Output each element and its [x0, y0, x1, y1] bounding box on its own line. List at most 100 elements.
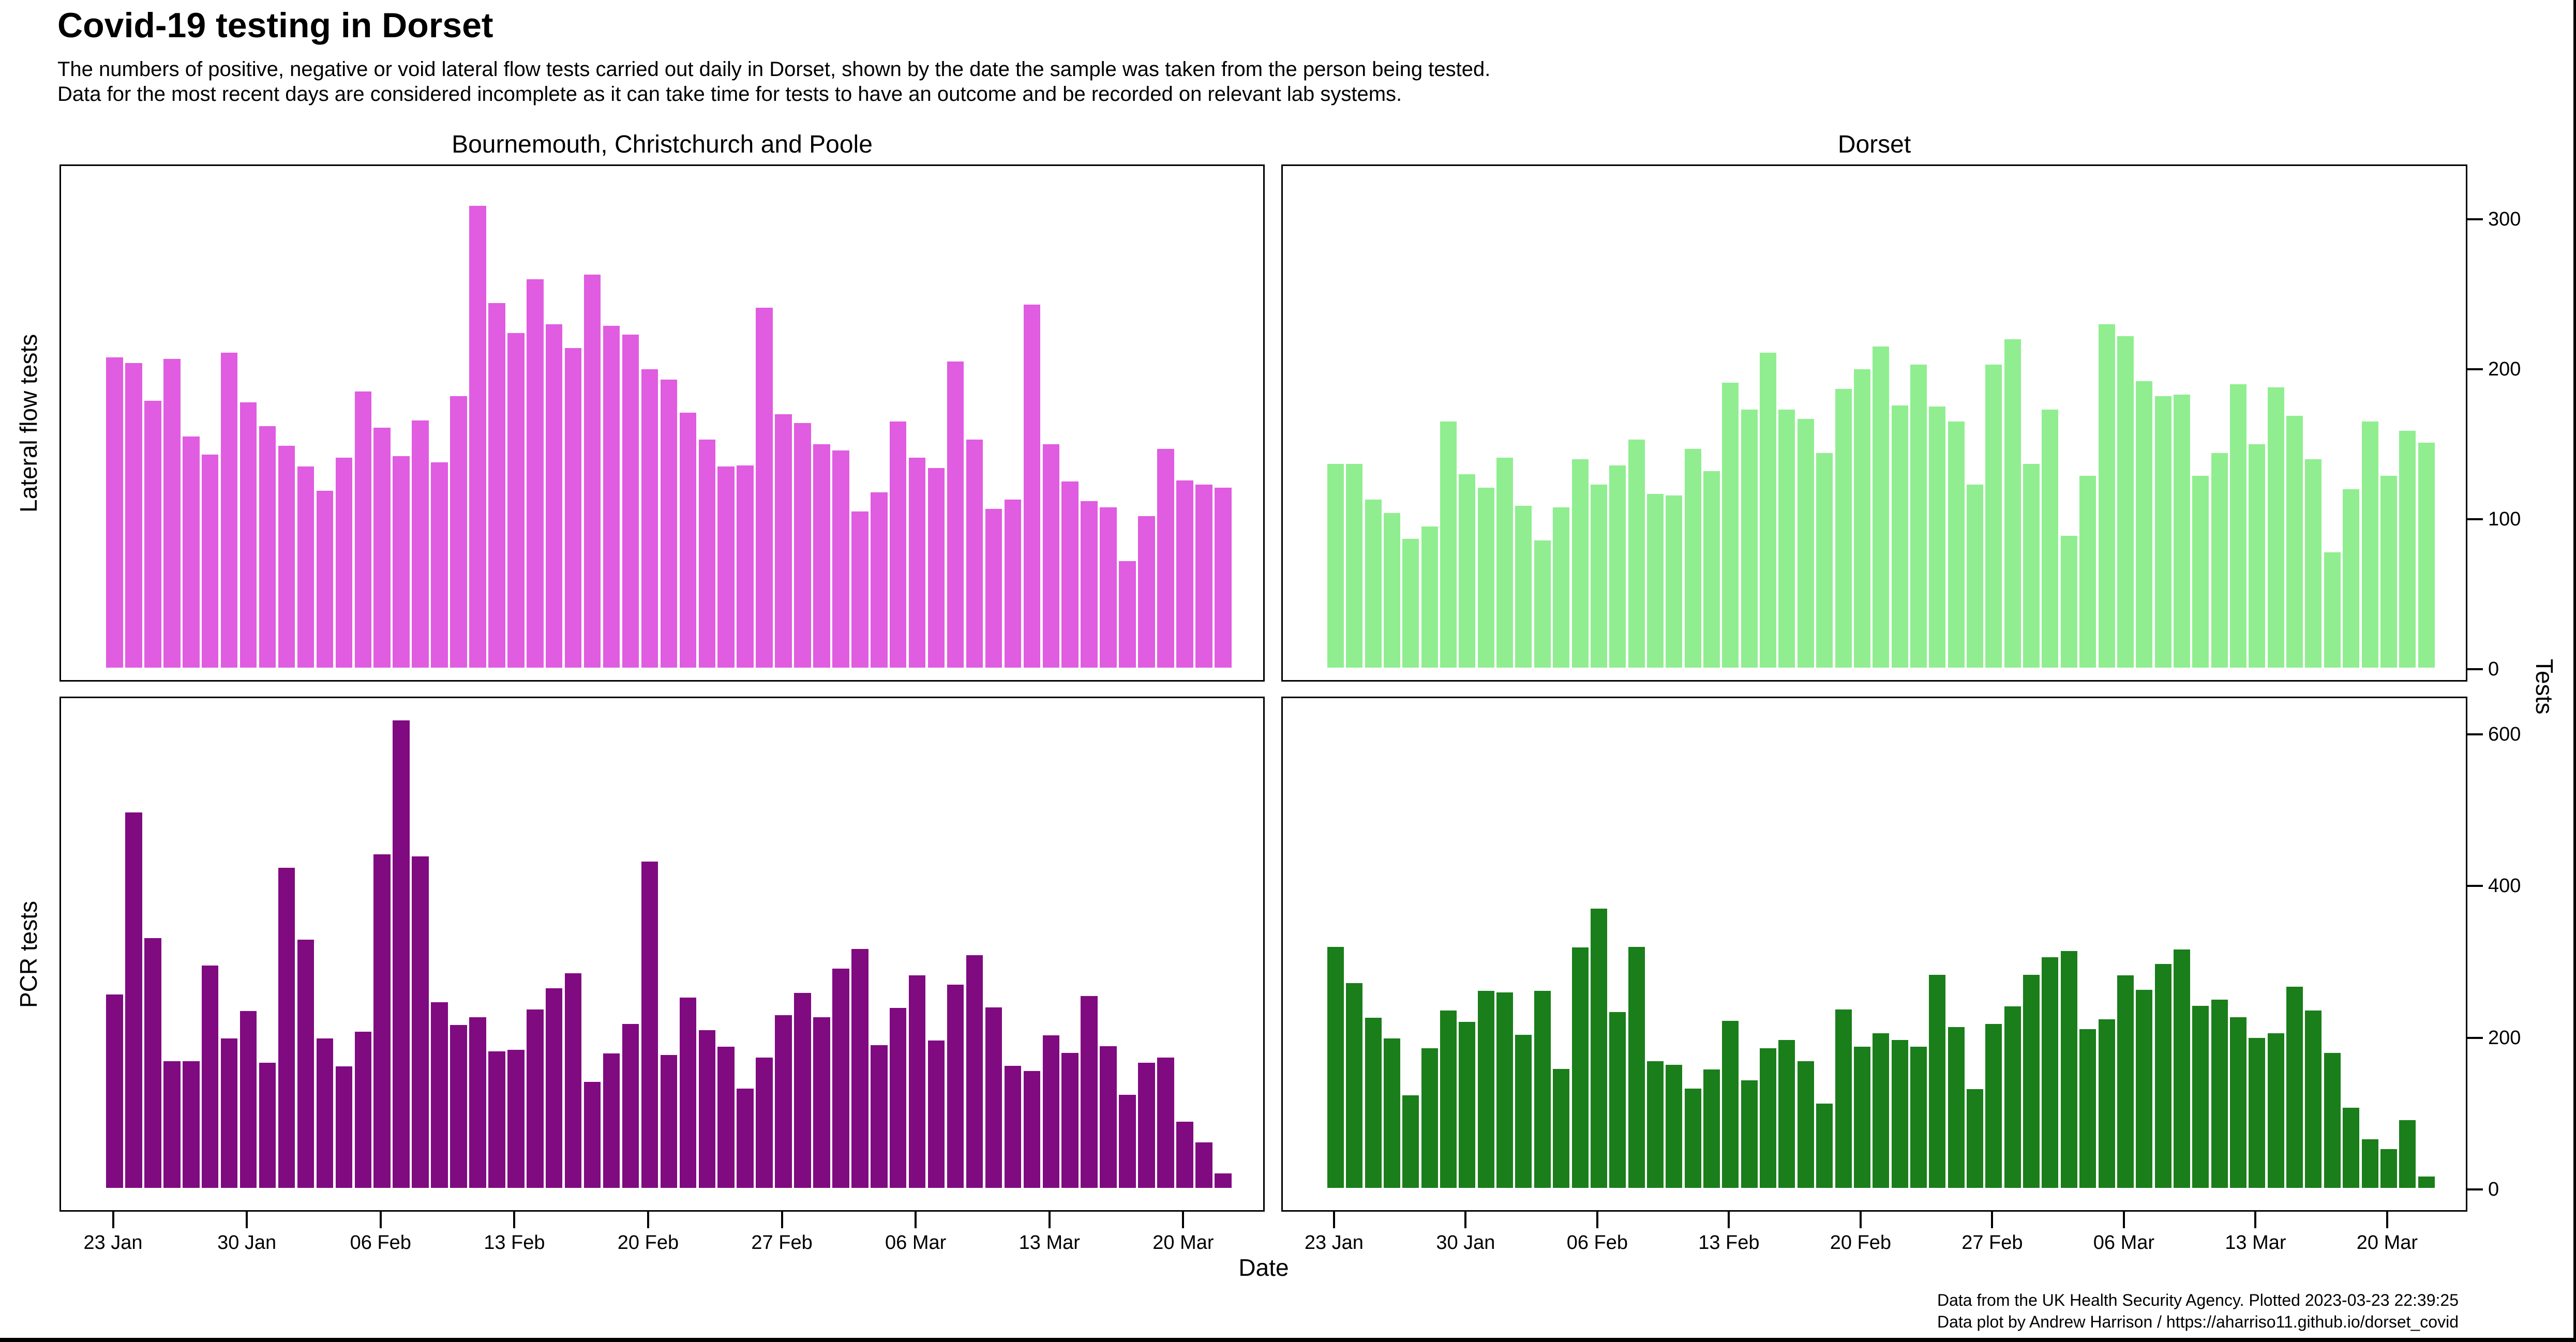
bar-pcr_bcp-day48	[1023, 1071, 1041, 1188]
bar-pcr_dorset-day51	[2286, 987, 2303, 1188]
bar-lft_bcp-day53	[1119, 561, 1136, 668]
bar-lft_bcp-day12	[335, 458, 353, 668]
bar-pcr_dorset-day34	[1967, 1089, 1984, 1188]
x-tick-label: 27 Feb	[751, 1232, 813, 1254]
chart-subtitle-line1: The numbers of positive, negative or voi…	[57, 58, 1491, 81]
bar-lft_dorset-day40	[2079, 475, 2096, 668]
bar-lft_dorset-day19	[1684, 448, 1701, 668]
bar-lft_dorset-day21	[1722, 383, 1739, 668]
bar-pcr_dorset-day47	[2211, 1000, 2228, 1188]
bar-pcr_bcp-day35	[775, 1015, 792, 1188]
bar-pcr_bcp-day18	[450, 1024, 467, 1188]
bar-lft_dorset-day31	[1910, 365, 1927, 668]
bar-pcr_dorset-day20	[1703, 1069, 1720, 1188]
bar-lft_dorset-day37	[2023, 463, 2040, 668]
bar-pcr_dorset-day26	[1816, 1104, 1833, 1188]
bar-pcr_dorset-day21	[1722, 1021, 1739, 1188]
bar-pcr_bcp-day53	[1119, 1094, 1136, 1188]
bar-lft_bcp-day33	[737, 465, 754, 668]
x-tick	[2122, 1212, 2125, 1228]
bar-lft_dorset-day24	[1778, 410, 1795, 668]
bar-lft_bcp-day45	[966, 440, 983, 668]
bar-pcr_dorset-day58	[2418, 1177, 2435, 1188]
bar-pcr_dorset-day17	[1646, 1061, 1664, 1188]
bar-pcr_dorset-day29	[1873, 1033, 1890, 1188]
bar-lft_dorset-day2	[1365, 500, 1382, 668]
bar-lft_bcp-day18	[450, 396, 467, 668]
bar-pcr_dorset-day57	[2399, 1120, 2416, 1188]
bar-lft_bcp-day32	[717, 466, 735, 668]
bar-pcr_dorset-day40	[2079, 1029, 2096, 1188]
bar-lft_bcp-day21	[507, 333, 525, 668]
bar-pcr_bcp-day44	[947, 984, 964, 1188]
bar-pcr_dorset-day19	[1684, 1088, 1701, 1188]
bar-lft_bcp-day48	[1023, 305, 1041, 668]
bar-lft_dorset-day44	[2154, 396, 2171, 668]
bar-pcr_bcp-day19	[469, 1017, 486, 1188]
x-tick-label: 30 Jan	[1436, 1232, 1495, 1254]
bar-pcr_bcp-day9	[278, 867, 295, 1188]
bar-lft_dorset-day14	[1590, 485, 1607, 668]
bar-lft_dorset-day35	[1985, 365, 2002, 668]
bar-lft_dorset-day32	[1929, 406, 1946, 668]
x-tick	[1991, 1212, 1994, 1228]
x-tick	[1859, 1212, 1862, 1228]
bar-pcr_dorset-day12	[1553, 1068, 1570, 1188]
bar-lft_dorset-day12	[1553, 507, 1570, 668]
y-tick-label: 600	[2488, 723, 2521, 745]
bar-pcr_bcp-day51	[1081, 996, 1098, 1188]
bar-lft_dorset-day39	[2060, 535, 2077, 668]
bar-lft_dorset-day55	[2361, 421, 2378, 668]
x-tick-label: 27 Feb	[1961, 1232, 2023, 1254]
bar-pcr_bcp-day37	[813, 1017, 830, 1188]
bar-lft_dorset-day0	[1327, 463, 1344, 668]
footer-credit-line: Data plot by Andrew Harrison / https://a…	[1937, 1313, 2459, 1331]
x-tick	[647, 1212, 649, 1228]
bar-pcr_dorset-day50	[2267, 1033, 2284, 1188]
bar-lft_dorset-day46	[2192, 475, 2209, 668]
y-tick-label: 100	[2488, 508, 2521, 530]
x-tick-label: 20 Mar	[1152, 1232, 1214, 1254]
chart-subtitle-line2: Data for the most recent days are consid…	[57, 83, 1402, 105]
bar-pcr_dorset-day8	[1477, 990, 1494, 1188]
bar-pcr_bcp-day57	[1195, 1142, 1212, 1188]
bar-lft_bcp-day35	[775, 414, 792, 668]
bar-lft_dorset-day15	[1609, 465, 1626, 668]
bar-lft_bcp-day29	[660, 380, 678, 668]
bar-pcr_dorset-day9	[1496, 992, 1514, 1188]
bar-pcr_dorset-day16	[1628, 946, 1645, 1188]
x-tick-label: 20 Feb	[1830, 1232, 1892, 1254]
y-tick	[2467, 668, 2483, 670]
x-tick-label: 23 Jan	[83, 1232, 143, 1254]
bar-lft_bcp-day43	[927, 468, 945, 668]
bar-lft_dorset-day45	[2173, 395, 2190, 668]
bar-lft_dorset-day25	[1797, 418, 1814, 668]
bar-pcr_bcp-day24	[564, 973, 582, 1188]
bar-pcr_bcp-day52	[1100, 1046, 1117, 1188]
bar-lft_dorset-day7	[1459, 474, 1476, 668]
bar-lft_dorset-day13	[1571, 459, 1589, 668]
x-tick-label: 06 Mar	[2093, 1232, 2155, 1254]
bar-pcr_dorset-day14	[1590, 909, 1607, 1188]
bar-pcr_bcp-day31	[698, 1030, 716, 1188]
bar-lft_dorset-day33	[1948, 421, 1965, 668]
x-tick-label: 13 Mar	[2225, 1232, 2286, 1254]
bar-lft_bcp-day8	[259, 426, 276, 668]
bar-pcr_bcp-day33	[737, 1088, 754, 1188]
bar-pcr_bcp-day56	[1176, 1122, 1193, 1188]
bar-lft_bcp-day9	[278, 445, 295, 668]
bar-pcr_dorset-day56	[2380, 1149, 2397, 1188]
bar-pcr_bcp-day58	[1215, 1173, 1232, 1188]
x-tick-label: 06 Mar	[885, 1232, 947, 1254]
bar-pcr_dorset-day38	[2042, 957, 2059, 1188]
x-tick-label: 30 Jan	[217, 1232, 277, 1254]
bar-lft_dorset-day27	[1835, 388, 1852, 668]
bar-lft_bcp-day51	[1081, 501, 1098, 668]
bar-pcr_bcp-day43	[927, 1041, 945, 1188]
x-tick-label: 13 Feb	[484, 1232, 545, 1254]
bar-lft_dorset-day18	[1666, 495, 1683, 668]
bar-lft_bcp-day27	[622, 335, 639, 668]
bar-lft_bcp-day56	[1176, 480, 1193, 668]
bar-pcr_dorset-day37	[2023, 974, 2040, 1188]
